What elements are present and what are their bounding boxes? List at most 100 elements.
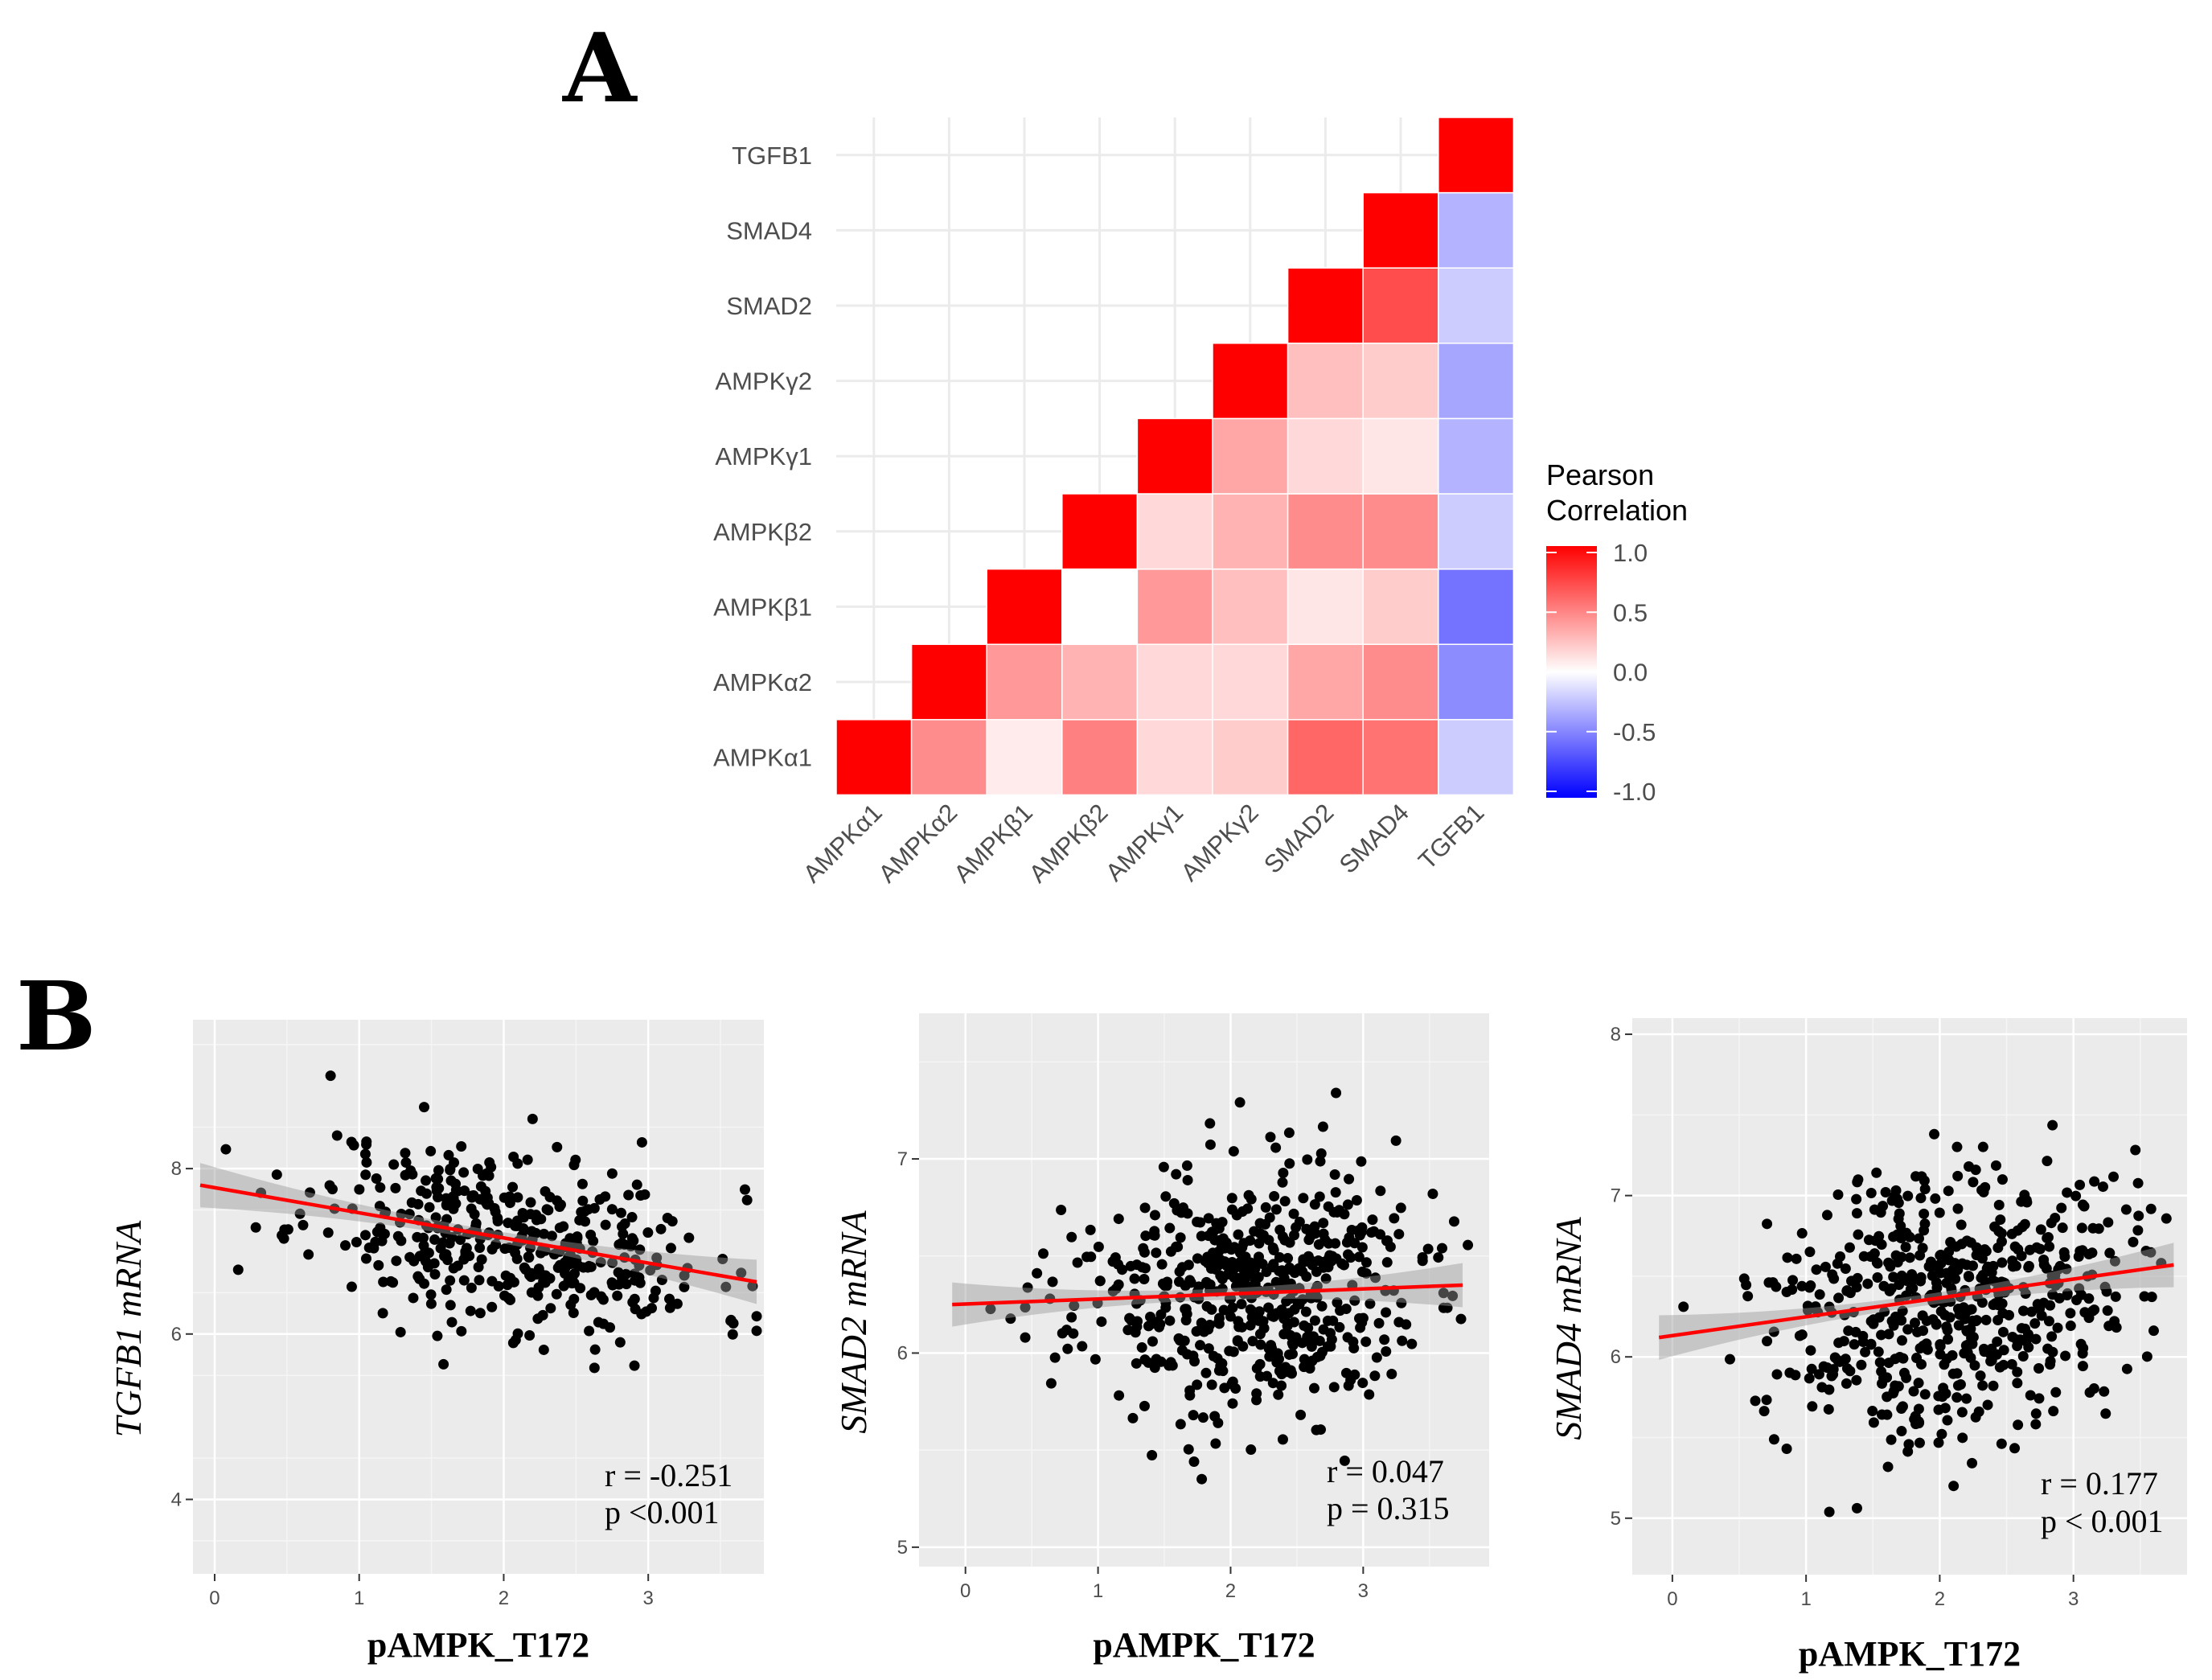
scatter-point (665, 1243, 676, 1254)
scatter-point (474, 1308, 486, 1319)
scatter-point (1369, 1226, 1380, 1237)
scatter-point (2050, 1212, 2061, 1223)
scatter-point (1320, 1273, 1332, 1284)
scatter-point (1964, 1160, 1975, 1172)
heatmap-cell-ampkbeta2-tgfb1 (1438, 493, 1515, 570)
scatter-point (1724, 1353, 1735, 1365)
scatter-point (1810, 1301, 1821, 1312)
scatter-point (1297, 1337, 1308, 1349)
x-tick-label: 0 (209, 1588, 220, 1609)
scatter-point (1158, 1161, 1169, 1173)
scatter-point (1236, 1299, 1247, 1310)
scatter-point (441, 1199, 452, 1210)
scatter-point (548, 1249, 560, 1260)
scatter-point (552, 1141, 563, 1152)
r-value: r = 0.047 (1327, 1453, 1444, 1489)
scatter-point (1265, 1132, 1276, 1143)
scatter-point (1833, 1292, 1845, 1304)
scatter-point (1422, 1243, 1434, 1255)
scatter-point (1253, 1310, 1264, 1321)
scatter-point (1204, 1139, 1216, 1150)
scatter-point (1213, 1246, 1225, 1257)
scatter-point (1020, 1332, 1031, 1343)
scatter-point (751, 1325, 762, 1337)
scatter-point (1164, 1222, 1176, 1234)
scatter-point (1139, 1263, 1151, 1274)
scatter-point (1856, 1359, 1867, 1370)
scatter-point (1802, 1300, 1813, 1312)
scatter-point (1262, 1282, 1274, 1293)
scatter-point (1762, 1218, 1773, 1230)
scatter-point (736, 1267, 747, 1279)
scatter-point (2097, 1181, 2108, 1193)
scatter-point (459, 1185, 470, 1197)
scatter-point (1900, 1242, 1911, 1253)
scatter-point (499, 1290, 511, 1301)
scatter-point (683, 1232, 695, 1243)
scatter-point (1892, 1193, 1903, 1205)
scatter-point (1308, 1331, 1319, 1342)
scatter-point (2036, 1310, 2047, 1321)
scatter-point (507, 1337, 519, 1349)
scatter-point (1750, 1395, 1761, 1407)
scatter-point (2083, 1248, 2095, 1259)
x-tick-label: 3 (2068, 1588, 2079, 1610)
scatter-point (2012, 1378, 2023, 1389)
scatter-point (1341, 1237, 1352, 1248)
scatter-point (1332, 1206, 1343, 1218)
scatter-point (1433, 1252, 1444, 1263)
scatter-point (2088, 1383, 2099, 1395)
scatter-point (567, 1272, 578, 1284)
scatter-point (2026, 1306, 2038, 1317)
scatter-point (636, 1136, 647, 1148)
scatter-point (2017, 1351, 2029, 1362)
scatter-point (1221, 1237, 1232, 1248)
scatter-point (1218, 1304, 1229, 1316)
scatter-point (433, 1183, 445, 1194)
y-tick-label: 6 (897, 1342, 908, 1364)
scatter-point (1300, 1306, 1311, 1317)
scatter-point (1072, 1257, 1083, 1268)
scatter-point (2073, 1251, 2084, 1262)
panel-b-label: B (16, 960, 96, 1072)
scatter-point (1149, 1362, 1160, 1374)
scatter-point (2108, 1171, 2120, 1182)
scatter-point (1882, 1391, 1893, 1403)
heatmap-cell-ampkalpha2-ampkgamma2 (1212, 643, 1289, 721)
scatter-point (1921, 1338, 1932, 1349)
heatmap-x-label-ampkbeta1: AMPKβ1 (948, 799, 1038, 889)
scatter-point (416, 1185, 427, 1197)
scatter-point (1219, 1382, 1230, 1394)
scatter-point (2050, 1270, 2061, 1281)
scatter-point (2148, 1325, 2159, 1337)
scatter-point (2030, 1333, 2042, 1345)
scatter-point (1286, 1264, 1297, 1275)
scatter-point (2044, 1241, 2055, 1252)
scatter-point (1369, 1370, 1381, 1382)
scatter-point (380, 1206, 392, 1218)
scatter-point (1871, 1167, 1882, 1178)
heatmap-cell-ampkalpha2-ampkalpha2 (910, 643, 987, 721)
heatmap-y-label-ampkbeta2: AMPKβ2 (713, 518, 812, 546)
scatter-point (1231, 1210, 1242, 1221)
scatter-point (1804, 1373, 1815, 1384)
scatter-point (404, 1251, 416, 1263)
scatter-point (445, 1300, 456, 1311)
heatmap-cell-ampkbeta2-smad2 (1287, 493, 1364, 570)
scatter-point (1308, 1382, 1319, 1394)
scatter-point (2033, 1363, 2045, 1374)
scatter-point (1093, 1241, 1104, 1252)
scatter-point (655, 1223, 667, 1234)
scatter-point (1396, 1297, 1407, 1308)
scatter-point (525, 1197, 536, 1208)
scatter-point (1771, 1369, 1783, 1380)
scatter-point (2130, 1144, 2141, 1156)
scatter-point (1992, 1243, 2004, 1254)
scatter-point (751, 1311, 762, 1322)
scatter-point (1882, 1409, 1893, 1420)
scatter-point (1951, 1392, 1963, 1403)
scatter-point (1094, 1275, 1106, 1287)
scatter-point (2075, 1338, 2087, 1349)
scatter-point (1260, 1201, 1271, 1213)
